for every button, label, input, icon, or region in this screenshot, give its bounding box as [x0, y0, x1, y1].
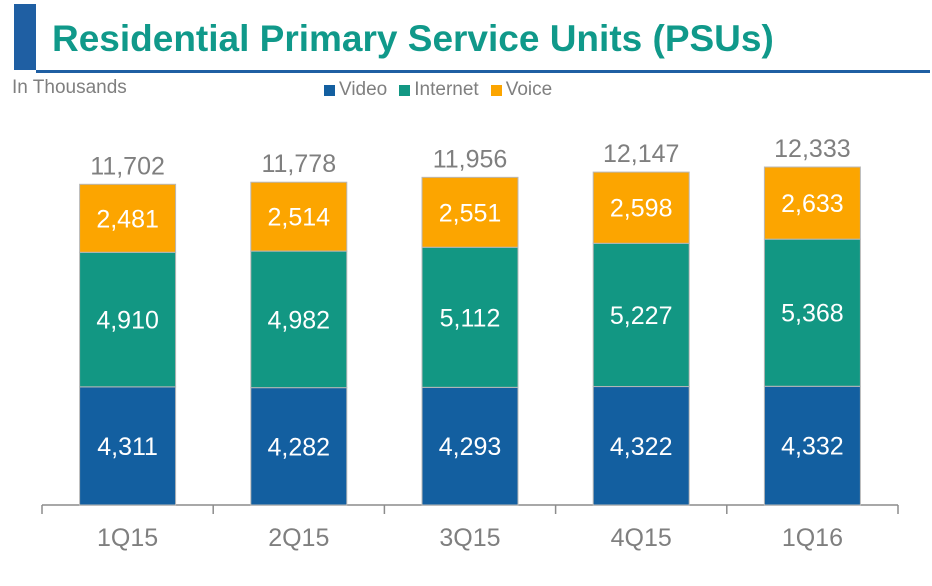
bar-segment-video: [421, 386, 519, 506]
data-label-voice: 2,551: [439, 199, 502, 227]
data-label-internet: 4,910: [96, 307, 159, 335]
x-tick-label: 1Q15: [97, 524, 158, 552]
chart-title: Residential Primary Service Units (PSUs): [52, 18, 774, 59]
legend-item-voice: Voice: [490, 79, 553, 101]
data-label-video: 4,282: [268, 433, 331, 461]
x-tick-label: 1Q16: [782, 524, 843, 552]
data-label-voice: 2,514: [268, 204, 331, 232]
bar-segment-voice: [421, 176, 519, 248]
legend-label-voice: Voice: [505, 79, 553, 100]
legend-label-video: Video: [339, 79, 388, 100]
legend-swatch-voice: [490, 84, 502, 96]
data-label-internet: 5,112: [440, 304, 501, 332]
data-label-internet: 5,368: [781, 300, 844, 328]
total-label: 12,147: [603, 140, 679, 168]
bar-segment-internet: [250, 250, 348, 389]
data-label-internet: 4,982: [268, 306, 331, 334]
bar-segment-video: [79, 386, 177, 506]
total-label: 11,702: [90, 152, 165, 180]
x-tick-label: 4Q15: [611, 524, 672, 552]
legend-swatch-video: [324, 84, 335, 96]
total-label: 12,333: [774, 135, 850, 163]
bar-segment-voice: [250, 181, 348, 252]
legend-swatch-internet: [399, 84, 411, 96]
bar-segment-internet: [763, 238, 861, 387]
legend: Video Internet Voice: [324, 79, 564, 101]
x-tick-label: 3Q15: [439, 524, 500, 552]
bar-segment-video: [592, 386, 690, 506]
bar-segment-voice: [592, 171, 690, 244]
units-note: In Thousands: [12, 77, 127, 98]
bar-segment-video: [763, 385, 861, 506]
data-label-video: 4,311: [97, 433, 158, 461]
data-label-voice: 2,481: [96, 205, 159, 233]
bar-segment-internet: [592, 242, 690, 388]
total-label: 11,778: [261, 150, 336, 178]
data-label-internet: 5,227: [610, 302, 673, 330]
legend-item-video: Video: [324, 79, 387, 101]
data-label-video: 4,322: [610, 433, 673, 461]
data-label-voice: 2,633: [781, 190, 844, 218]
bar-segment-voice: [79, 183, 177, 253]
total-label: 11,956: [433, 145, 508, 173]
data-label-video: 4,332: [781, 433, 844, 461]
title-accent-bar: [14, 4, 36, 70]
data-label-video: 4,293: [439, 433, 502, 461]
bar-segment-internet: [79, 251, 177, 388]
legend-item-internet: Internet: [399, 79, 479, 101]
bar-segment-voice: [763, 166, 861, 240]
title-underline: [36, 70, 930, 73]
bar-segment-internet: [421, 246, 519, 388]
data-label-voice: 2,598: [610, 195, 673, 223]
legend-label-internet: Internet: [414, 79, 479, 100]
x-tick-label: 2Q15: [268, 524, 329, 552]
